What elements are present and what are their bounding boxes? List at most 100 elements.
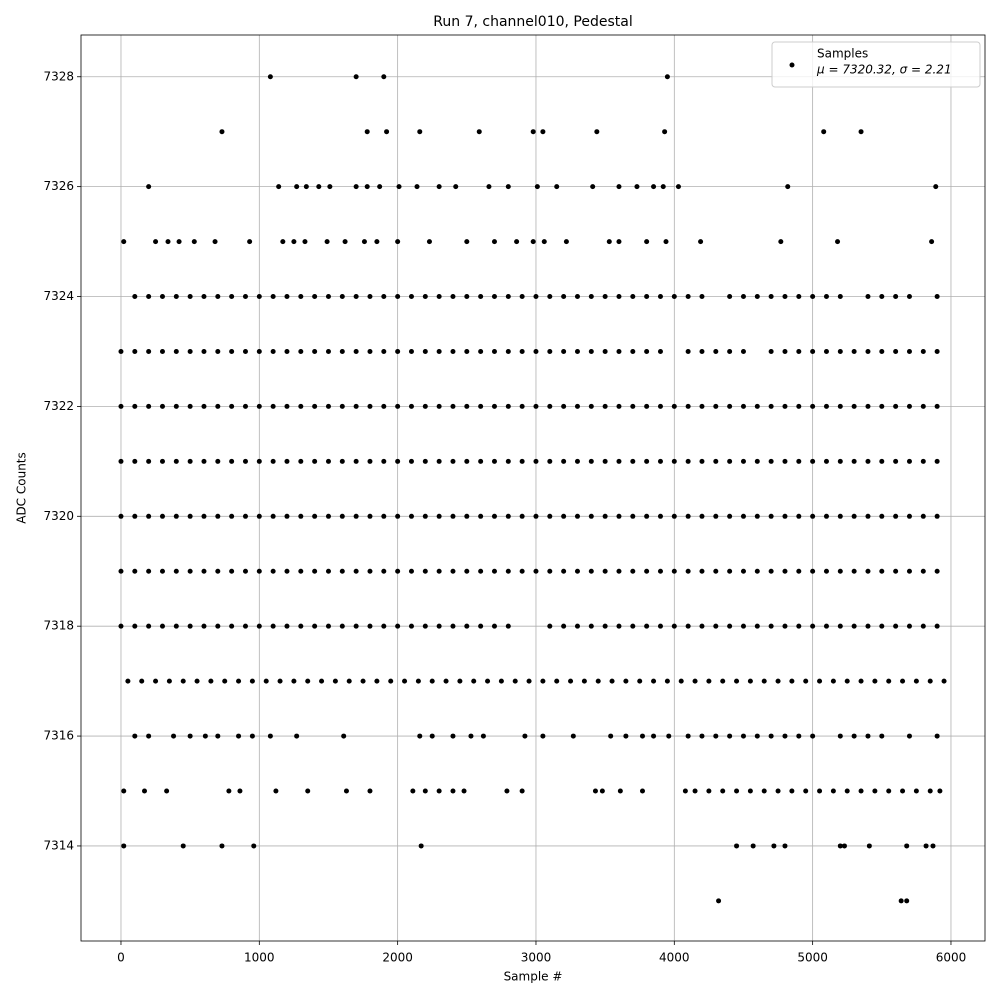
point — [464, 623, 470, 629]
point — [381, 348, 387, 354]
point — [937, 788, 943, 794]
point — [886, 678, 892, 684]
point — [201, 294, 207, 300]
point — [422, 348, 428, 354]
point — [713, 513, 719, 519]
point — [491, 458, 497, 464]
point — [879, 623, 885, 629]
point — [530, 129, 536, 135]
point — [547, 458, 553, 464]
point — [934, 733, 940, 739]
point — [574, 348, 580, 354]
point — [782, 294, 788, 300]
point — [256, 348, 262, 354]
point — [132, 733, 138, 739]
point — [796, 568, 802, 574]
point — [384, 129, 390, 135]
point — [851, 348, 857, 354]
point — [395, 513, 401, 519]
point — [201, 458, 207, 464]
point — [740, 568, 746, 574]
point — [823, 568, 829, 574]
point — [664, 678, 670, 684]
point — [713, 403, 719, 409]
point — [374, 678, 380, 684]
point — [685, 294, 691, 300]
point — [476, 129, 482, 135]
point — [872, 788, 878, 794]
point — [426, 239, 432, 245]
point — [561, 568, 567, 574]
point — [146, 458, 152, 464]
point — [294, 733, 300, 739]
point — [519, 458, 525, 464]
point — [229, 294, 235, 300]
point — [623, 678, 629, 684]
point — [118, 348, 124, 354]
point — [639, 788, 645, 794]
point — [713, 348, 719, 354]
point — [298, 513, 304, 519]
point — [699, 458, 705, 464]
point — [236, 733, 242, 739]
point — [436, 184, 442, 190]
point — [837, 294, 843, 300]
point — [491, 623, 497, 629]
point — [879, 294, 885, 300]
point — [342, 239, 348, 245]
point — [662, 129, 668, 135]
point — [121, 788, 127, 794]
point — [879, 513, 885, 519]
point — [159, 513, 165, 519]
point — [173, 403, 179, 409]
point — [395, 458, 401, 464]
legend-label: Samples — [817, 47, 868, 61]
point — [173, 623, 179, 629]
y-tick-label: 7324 — [43, 289, 74, 303]
point — [734, 678, 740, 684]
point — [934, 513, 940, 519]
point — [851, 513, 857, 519]
point — [893, 294, 899, 300]
point — [118, 623, 124, 629]
point — [164, 788, 170, 794]
point — [740, 513, 746, 519]
point — [153, 239, 159, 245]
point — [771, 843, 777, 849]
point — [395, 294, 401, 300]
point — [270, 294, 276, 300]
point — [844, 788, 850, 794]
point — [505, 513, 511, 519]
point — [284, 348, 290, 354]
point — [153, 678, 159, 684]
point — [561, 403, 567, 409]
point — [498, 678, 504, 684]
point — [844, 678, 850, 684]
point — [339, 568, 345, 574]
point — [740, 733, 746, 739]
y-tick-label: 7326 — [43, 179, 74, 193]
point — [934, 294, 940, 300]
point — [699, 403, 705, 409]
point — [782, 348, 788, 354]
point — [574, 458, 580, 464]
point — [716, 898, 722, 904]
point — [237, 788, 243, 794]
point — [436, 513, 442, 519]
point — [422, 403, 428, 409]
point — [761, 788, 767, 794]
point — [630, 403, 636, 409]
point — [761, 678, 767, 684]
point — [893, 348, 899, 354]
point — [547, 623, 553, 629]
point — [464, 403, 470, 409]
x-tick-label: 2000 — [382, 951, 413, 965]
point — [180, 843, 186, 849]
point — [353, 568, 359, 574]
point — [594, 129, 600, 135]
point — [505, 458, 511, 464]
point — [837, 568, 843, 574]
point — [146, 568, 152, 574]
point — [305, 678, 311, 684]
point — [644, 294, 650, 300]
